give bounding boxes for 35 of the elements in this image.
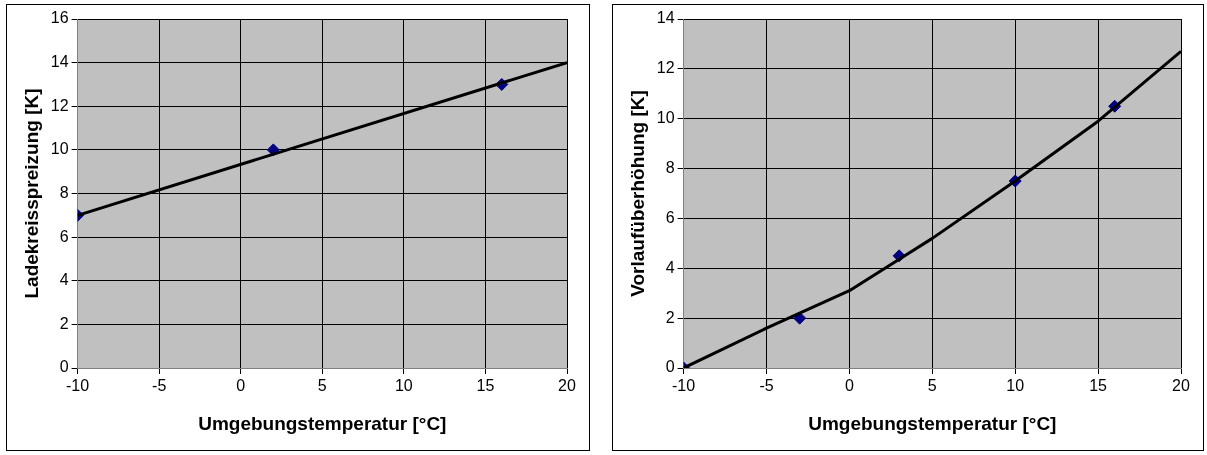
x-tick-label: 5 (317, 377, 327, 395)
x-axis-title: Umgebungstemperatur [°C] (808, 412, 1057, 434)
x-tick-label: -10 (672, 377, 696, 395)
y-tick-label: 14 (50, 53, 69, 71)
x-tick-label: 15 (1089, 377, 1108, 395)
x-tick-label: 10 (394, 377, 413, 395)
x-tick-label: 0 (844, 377, 854, 395)
x-tick-label: 20 (1172, 377, 1190, 395)
y-tick-label: 4 (59, 271, 69, 289)
y-tick-label: 10 (50, 140, 69, 158)
y-tick-label: 2 (59, 314, 69, 332)
y-axis-title: Ladekreisspreizung [K] (20, 88, 42, 299)
y-tick-label: 10 (656, 109, 675, 127)
y-tick-label: 16 (50, 9, 69, 27)
x-tick-label: 10 (1006, 377, 1025, 395)
y-tick-label: 8 (59, 183, 69, 201)
y-tick-label: 6 (665, 208, 675, 226)
y-tick-label: 12 (656, 59, 675, 77)
y-tick-label: 0 (59, 358, 69, 376)
y-tick-label: 0 (665, 358, 675, 376)
x-axis-title: Umgebungstemperatur [°C] (198, 412, 447, 434)
y-tick-label: 8 (665, 158, 675, 176)
y-tick-label: 4 (665, 258, 675, 276)
y-tick-label: 2 (665, 308, 675, 326)
x-tick-label: 15 (476, 377, 495, 395)
x-tick-label: -5 (152, 377, 167, 395)
x-tick-label: 5 (927, 377, 937, 395)
x-tick-label: 20 (558, 377, 576, 395)
y-axis-title: Vorlaufüberhöhung [K] (626, 90, 648, 297)
x-tick-label: -10 (66, 377, 90, 395)
y-tick-label: 12 (50, 96, 69, 114)
x-tick-label: -5 (759, 377, 774, 395)
y-tick-label: 6 (59, 227, 69, 245)
y-tick-label: 14 (656, 9, 675, 27)
x-tick-label: 0 (236, 377, 246, 395)
